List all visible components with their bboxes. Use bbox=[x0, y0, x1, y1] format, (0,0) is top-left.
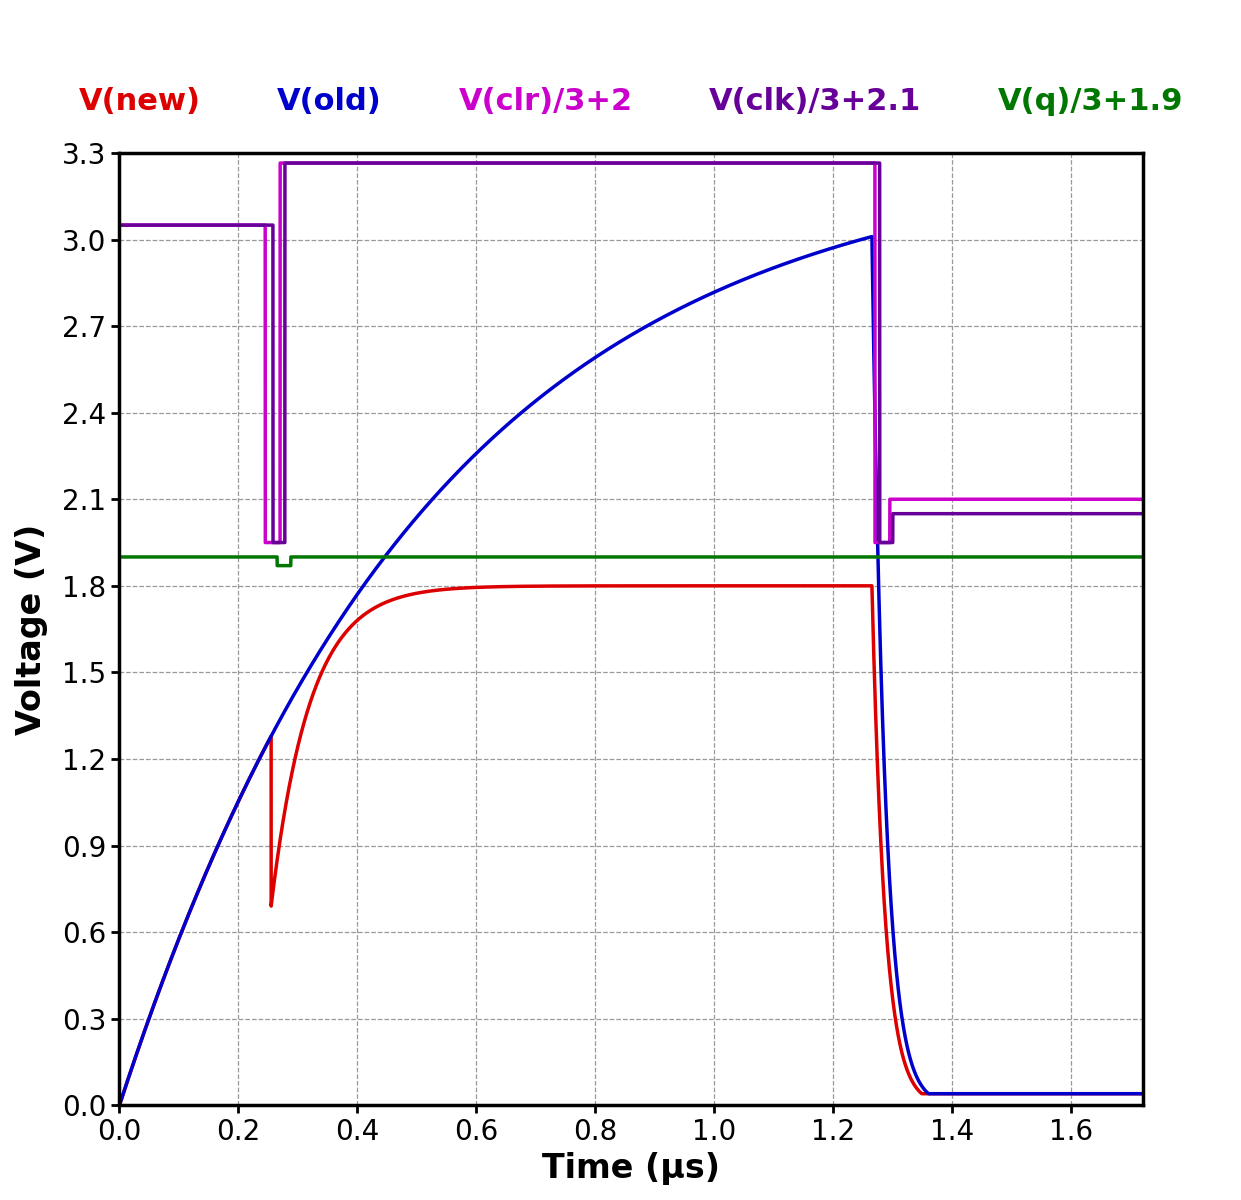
X-axis label: Time (µs): Time (µs) bbox=[542, 1152, 720, 1184]
Legend: V(new), V(old), V(clr)/3+2, V(clk)/3+2.1, V(q)/3+1.9: V(new), V(old), V(clr)/3+2, V(clk)/3+2.1… bbox=[67, 74, 1195, 128]
Y-axis label: Voltage (V): Voltage (V) bbox=[15, 523, 48, 734]
